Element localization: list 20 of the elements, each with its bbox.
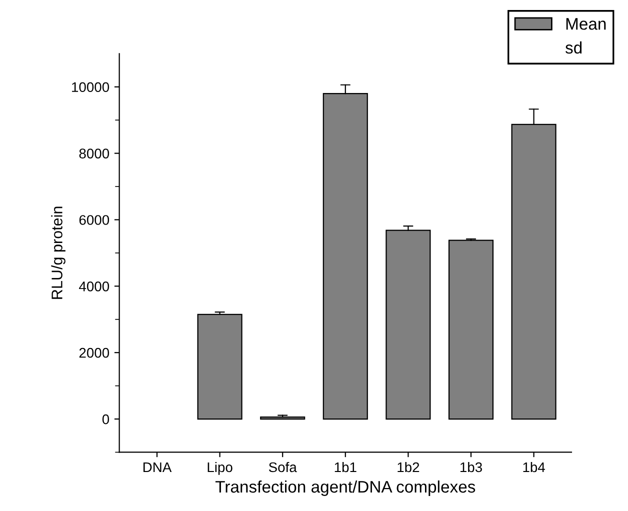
x-tick-label: Sofa: [268, 462, 297, 472]
bar: [448, 240, 494, 420]
x-axis-title: Transfection agent/DNA complexes: [215, 480, 476, 496]
x-tick-label: Lipo: [208, 462, 232, 475]
x-tick-label: DNA: [143, 462, 172, 472]
bar: [386, 230, 431, 420]
y-axis-title: RLU/g protein: [51, 206, 66, 299]
legend-label: Mean: [566, 18, 606, 30]
annotation: sd: [565, 41, 582, 54]
y-tick-label: 6000: [79, 215, 110, 225]
y-tick-label: 8000: [79, 148, 110, 158]
x-tick-label: 1b4: [523, 462, 545, 472]
bar: [197, 314, 242, 420]
y-tick-label: 0: [102, 414, 110, 424]
x-tick-label: 1b2: [398, 462, 420, 472]
y-tick-label: 10000: [72, 82, 110, 92]
x-tick-label: 1b1: [334, 462, 356, 472]
y-tick-label: 4000: [79, 281, 110, 292]
y-tick-label: 2000: [79, 348, 110, 358]
x-tick-label: 1b3: [460, 462, 482, 472]
